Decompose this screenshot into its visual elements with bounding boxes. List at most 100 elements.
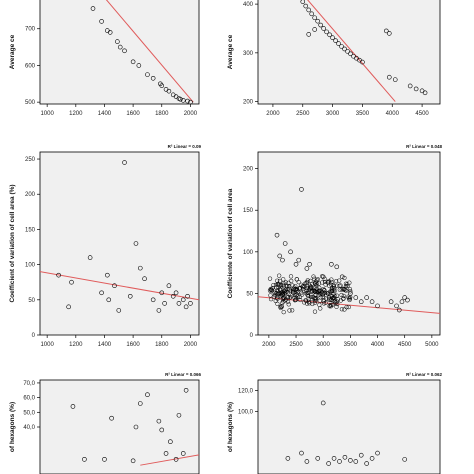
data-point: [306, 297, 311, 302]
data-point: [292, 298, 298, 303]
data-point: [69, 279, 74, 285]
x-tick-label: 2000: [184, 111, 198, 117]
data-point: [328, 304, 334, 309]
data-point: [307, 285, 312, 291]
data-point: [106, 297, 112, 303]
plot-content: [70, 387, 199, 466]
chart-panel-middle-left: 1000 1200 1400 1600 1800 2000 0 50 100 150 200 250 C…: [9, 144, 201, 348]
data-point: [150, 76, 156, 81]
data-point: [278, 287, 283, 292]
chart-panel-middle-right: 2000 2500 3000 3500 4000 4500 5000 0 50 100 150 200…: [227, 144, 442, 348]
data-point: [82, 457, 87, 462]
data-point: [308, 278, 313, 284]
y-tick-label: 50,0: [23, 410, 35, 416]
data-point: [324, 29, 329, 35]
data-point: [311, 287, 316, 292]
data-point: [347, 286, 353, 292]
data-point: [301, 283, 306, 289]
data-point: [295, 294, 301, 299]
data-point: [305, 292, 310, 297]
data-point: [383, 28, 389, 34]
y-tick-label: 200: [243, 167, 254, 173]
data-point: [306, 7, 312, 13]
data-point: [342, 46, 347, 52]
data-point: [386, 31, 392, 36]
data-point: [159, 83, 165, 88]
data-point: [176, 301, 182, 306]
data-point: [299, 450, 304, 456]
data-point: [338, 283, 343, 288]
data-point: [293, 297, 299, 302]
y-tick-label: 700: [25, 27, 36, 33]
data-point: [334, 264, 340, 270]
data-point: [180, 297, 186, 303]
x-tick-label: 3500: [344, 342, 358, 348]
data-point: [297, 286, 303, 291]
data-point: [353, 295, 359, 300]
data-point: [280, 296, 285, 301]
trend-line: [140, 454, 199, 466]
data-point: [332, 289, 337, 294]
data-point: [310, 295, 316, 300]
x-tick-label: 1200: [69, 111, 83, 117]
data-point: [280, 257, 285, 263]
x-tick-label: 2000: [266, 111, 280, 117]
y-tick-label: 250: [25, 157, 36, 163]
data-point: [188, 99, 193, 104]
data-point: [70, 404, 76, 409]
data-point: [321, 299, 326, 304]
data-point: [66, 304, 71, 310]
data-point: [122, 48, 127, 54]
data-point: [156, 308, 162, 313]
data-point: [319, 274, 325, 279]
data-point: [334, 299, 340, 304]
data-point: [105, 272, 110, 278]
data-point: [312, 15, 317, 21]
data-point: [275, 288, 280, 293]
data-point: [334, 279, 339, 284]
data-point: [329, 279, 334, 285]
data-point: [394, 303, 399, 309]
data-point: [346, 304, 351, 310]
y-axis-label: Average ce: [9, 34, 16, 69]
data-point: [321, 301, 327, 306]
data-point: [369, 456, 375, 461]
data-point: [310, 301, 315, 307]
y-tick-label: 300: [243, 51, 254, 57]
data-point: [274, 232, 280, 238]
y-tick-label: 50: [246, 291, 253, 297]
data-point: [329, 297, 334, 303]
data-point: [280, 282, 286, 287]
y-tick-label: 40,0: [23, 425, 35, 431]
data-point: [413, 86, 419, 92]
data-point: [178, 96, 183, 102]
data-point: [339, 307, 345, 312]
data-point: [330, 295, 335, 301]
data-point: [300, 286, 306, 292]
data-point: [284, 290, 289, 295]
data-point: [317, 285, 322, 290]
data-point: [99, 290, 104, 296]
data-point: [375, 450, 380, 456]
data-point: [331, 283, 337, 289]
data-point: [145, 72, 150, 77]
data-point: [183, 304, 189, 310]
x-tick-label: 2500: [296, 111, 310, 117]
data-point: [285, 294, 291, 300]
data-point: [342, 275, 347, 281]
data-point: [99, 19, 104, 24]
data-point: [327, 297, 332, 303]
data-point: [290, 288, 296, 294]
data-point: [145, 392, 150, 397]
plot-content: [300, 0, 428, 102]
data-point: [277, 253, 283, 259]
data-point: [320, 274, 326, 280]
data-point: [329, 289, 335, 294]
data-point: [287, 308, 292, 313]
x-tick-label: 4500: [415, 111, 429, 117]
data-point: [307, 261, 312, 267]
data-point: [304, 459, 310, 464]
data-point: [176, 412, 182, 418]
data-point: [130, 458, 136, 464]
y-tick-label: 100,0: [238, 409, 254, 415]
